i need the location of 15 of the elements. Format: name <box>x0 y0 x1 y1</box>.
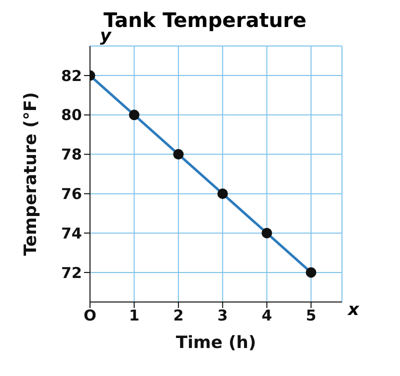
y-tick-label: 82 <box>61 66 82 85</box>
x-tick-label: 3 <box>217 306 228 325</box>
y-tick-label: 80 <box>61 106 82 124</box>
x-tick-label: O <box>84 306 96 325</box>
y-axis-title: Temperature (°F) <box>21 92 42 256</box>
y-tick-label: 74 <box>61 224 82 242</box>
x-tick-label: 5 <box>306 306 316 325</box>
x-tick-label: 2 <box>173 306 184 325</box>
y-tick-label: 78 <box>61 146 82 164</box>
x-tick-label: 4 <box>262 306 272 325</box>
y-tick-label: 72 <box>61 264 82 282</box>
x-tick-label: 1 <box>128 306 140 325</box>
y-tick-label: 76 <box>61 185 82 204</box>
text: x <box>348 300 359 320</box>
x-axis-title: Time (h) <box>176 333 256 353</box>
